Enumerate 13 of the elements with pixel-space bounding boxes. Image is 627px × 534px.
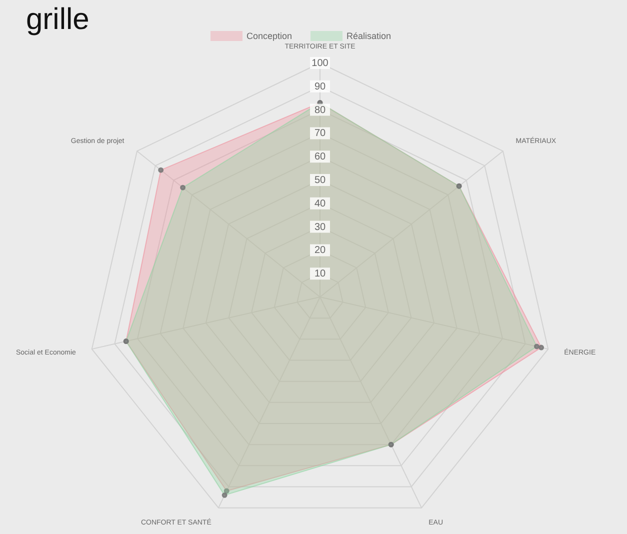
y-tick-label: 50: [314, 175, 326, 186]
legend-label: Conception: [246, 31, 292, 41]
y-tick-label: 30: [314, 222, 326, 233]
y-tick-label: 100: [312, 58, 329, 69]
legend-label: Réalisation: [346, 31, 392, 41]
y-tick-label: 60: [314, 152, 326, 163]
y-tick-label: 70: [314, 128, 326, 140]
y-tick-label: 80: [314, 104, 326, 116]
y-tick-label: 40: [314, 198, 326, 210]
chart-title: grille: [26, 3, 90, 36]
y-tick-label: 90: [314, 81, 326, 92]
y-tick-label: 20: [314, 245, 326, 256]
y-tick-label: 10: [314, 268, 326, 280]
